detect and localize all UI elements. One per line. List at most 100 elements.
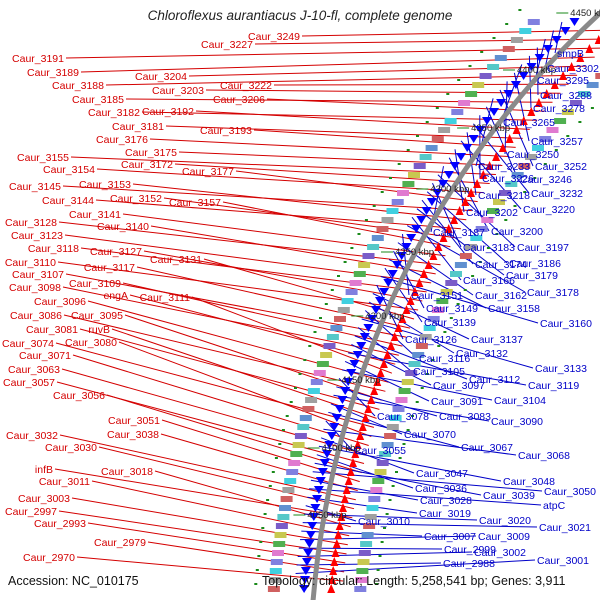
- minus-strand-gene: [343, 378, 354, 386]
- left-gene-label: Caur_3189: [27, 67, 79, 79]
- right-leader-line: [460, 140, 522, 210]
- feature-box: [527, 19, 540, 25]
- left-leader-line: [178, 151, 503, 166]
- left-leader-line: [59, 434, 356, 501]
- tick-mark: [357, 233, 361, 235]
- feature-box: [267, 586, 280, 592]
- left-gene-label: Caur_3032: [6, 430, 58, 442]
- tick-mark: [495, 233, 499, 235]
- minus-strand-gene: [352, 351, 363, 359]
- feature-box: [374, 469, 387, 475]
- plus-strand-gene: [594, 35, 600, 44]
- right-leader-line: [302, 522, 538, 528]
- tick-mark: [406, 429, 410, 431]
- right-gene-label: smpB: [557, 48, 584, 60]
- minus-strand-gene: [438, 180, 449, 188]
- feature-box: [280, 496, 293, 502]
- tick-mark: [456, 303, 460, 305]
- feature-box: [493, 199, 505, 205]
- feature-box: [519, 28, 532, 34]
- tick-mark: [383, 527, 386, 529]
- right-gene-label: Caur_3001: [537, 555, 589, 567]
- left-gene-label: ruvB: [88, 324, 110, 336]
- plus-strand-gene: [349, 458, 357, 467]
- right-gene-label: Caur_3055: [354, 445, 406, 457]
- left-gene-label: Caur_3056: [53, 390, 105, 402]
- right-gene-label: Caur_3067: [461, 442, 513, 454]
- right-gene-label: Caur_3020: [479, 515, 531, 527]
- minus-strand-gene: [551, 36, 562, 44]
- plus-strand-gene: [376, 368, 385, 377]
- tick-mark: [281, 429, 285, 431]
- minus-strand-gene: [396, 252, 407, 260]
- feature-box: [353, 271, 366, 277]
- left-leader-line: [165, 125, 523, 139]
- feature-box: [554, 118, 567, 124]
- left-leader-line: [76, 556, 344, 582]
- feature-box: [294, 433, 307, 439]
- left-leader-line: [58, 221, 441, 266]
- right-gene-label: Caur_3162: [475, 290, 527, 302]
- minus-strand-gene: [526, 63, 537, 71]
- feature-box: [274, 532, 287, 538]
- plus-strand-gene: [356, 431, 365, 440]
- feature-box: [472, 82, 485, 88]
- left-gene-label: Caur_3074: [2, 338, 54, 350]
- left-gene-label: Caur_3249: [248, 31, 300, 43]
- tick-mark: [376, 569, 380, 571]
- left-leader-line: [55, 342, 375, 428]
- tick-mark: [385, 513, 389, 515]
- feature-box: [505, 181, 518, 187]
- left-leader-lines: [54, 29, 600, 582]
- minus-strand-gene: [317, 468, 328, 476]
- tick-mark: [308, 345, 312, 347]
- feature-box: [334, 316, 346, 322]
- feature-box: [475, 226, 488, 232]
- right-leader-line: [325, 420, 353, 451]
- tick-mark: [425, 373, 429, 375]
- feature-box: [272, 550, 284, 556]
- feature-box: [386, 424, 399, 430]
- right-gene-label: Caur_3200: [491, 226, 543, 238]
- right-gene-label: Caur_3288: [540, 90, 592, 102]
- left-gene-label: Caur_3176: [96, 134, 148, 146]
- right-gene-label: Caur_3179: [506, 270, 558, 282]
- left-leader-line: [188, 65, 586, 77]
- feature-box: [360, 541, 373, 547]
- feature-box: [310, 379, 323, 385]
- right-leader-line: [351, 343, 432, 386]
- tick-mark: [337, 275, 340, 277]
- left-leader-line: [122, 282, 403, 347]
- minus-strand-gene: [307, 522, 318, 530]
- plus-strand-gene: [485, 161, 494, 170]
- tick-mark: [257, 555, 261, 557]
- plus-strand-gene: [334, 530, 343, 539]
- tick-mark: [437, 345, 441, 347]
- minus-strand-gene: [326, 432, 337, 440]
- right-gene-label: Caur_3002: [474, 547, 526, 559]
- feature-box: [546, 127, 559, 133]
- feature-box: [326, 334, 339, 340]
- feature-box: [286, 469, 299, 475]
- left-gene-label: Caur_3153: [79, 179, 131, 191]
- feature-box: [389, 415, 402, 421]
- tick-mark: [518, 9, 522, 11]
- tick-mark: [388, 499, 392, 501]
- feature-box: [481, 217, 494, 223]
- plus-strand-gene: [339, 503, 347, 512]
- feature-box: [288, 460, 301, 466]
- right-gene-label: Caur_2988: [443, 558, 495, 570]
- minus-strand-gene: [371, 306, 381, 314]
- plus-strand-gene: [329, 566, 338, 575]
- left-leader-line: [150, 225, 436, 275]
- scale-ticks: 4450 kbp 4400 kbp 4350 kbp 4300 kbp 4250 kbp…: [254, 8, 600, 585]
- right-gene-label: Caur_3126: [405, 334, 457, 346]
- tick-mark: [415, 401, 419, 403]
- right-gene-label: Caur_3187: [433, 227, 485, 239]
- plus-strand-gene: [461, 197, 470, 206]
- right-gene-label: Caur_3151: [411, 290, 463, 302]
- feature-box: [354, 586, 367, 592]
- left-gene-label: infB: [35, 464, 53, 476]
- left-gene-label: Caur_3141: [69, 209, 121, 221]
- plus-strand-gene: [353, 440, 362, 449]
